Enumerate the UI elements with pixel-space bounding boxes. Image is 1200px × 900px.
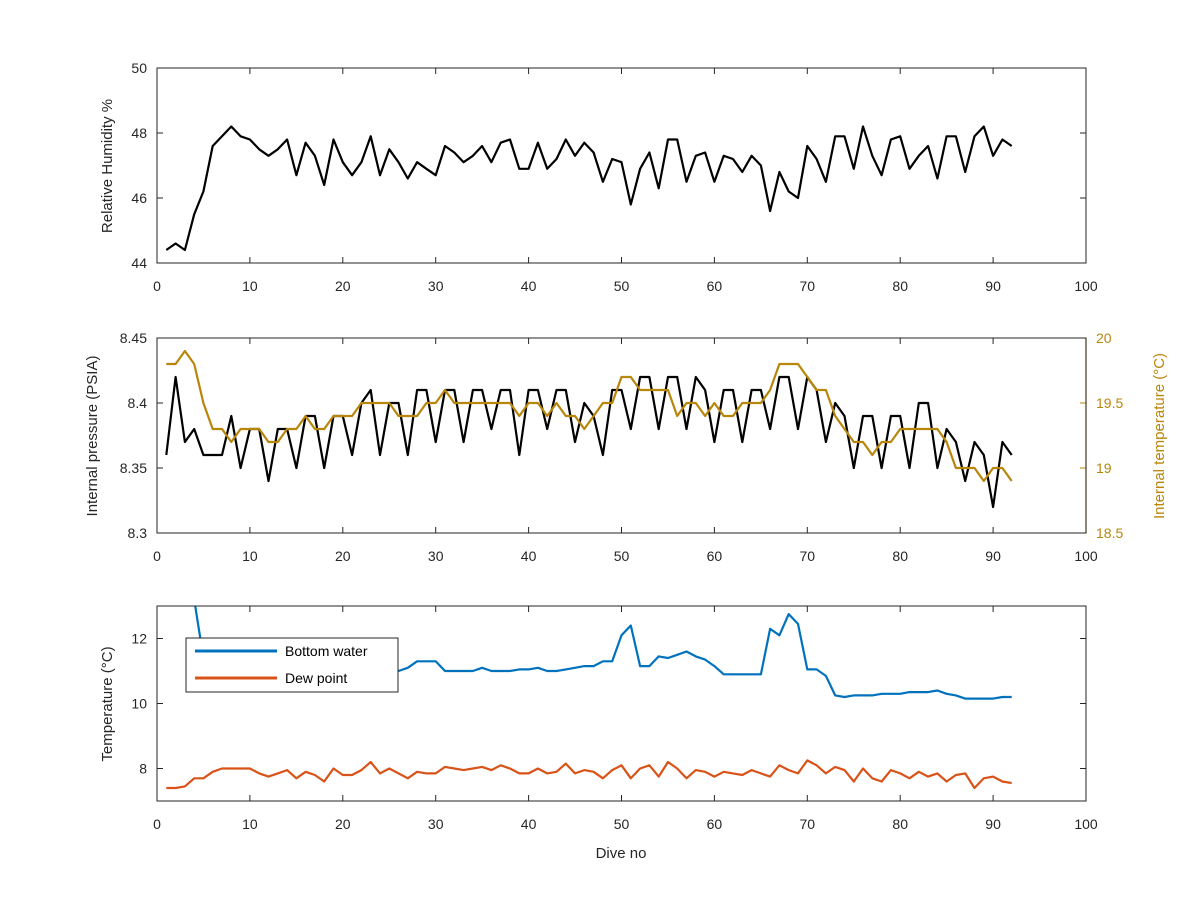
x-tick-label: 0 — [153, 816, 161, 832]
humidity-panel: 0 10 20 30 40 50 60 70 80 90 100 44 46 48 50 Relative … — [99, 60, 1098, 294]
x-tick-label: 80 — [892, 548, 908, 564]
x-tick-label: 10 — [242, 816, 258, 832]
x-tick-label: 80 — [892, 278, 908, 294]
temperature-axes-frame — [156, 605, 1087, 802]
legend-box — [185, 637, 399, 693]
x-tick-label: 60 — [707, 278, 723, 294]
y-tick-label: 10 — [131, 696, 147, 712]
y2-tick-label: 20 — [1096, 330, 1112, 346]
y-tick-label: 46 — [131, 190, 147, 206]
legend-label-bottom-water: Bottom water — [285, 643, 368, 659]
x-tick-label: 40 — [521, 548, 537, 564]
internal-temperature-line — [166, 349, 1013, 483]
x-tick-label: 30 — [428, 278, 444, 294]
x-tick-label: 90 — [985, 548, 1001, 564]
temperature-y-axis-label: Temperature (°C) — [99, 646, 116, 761]
temperature-y2-axis-label: Internal temperature (°C) — [1151, 353, 1168, 519]
x-tick-label: 50 — [614, 816, 630, 832]
x-axis-label: Dive no — [596, 845, 647, 862]
pressure-ticks: 0 10 20 30 40 50 60 70 80 90 100 8.3 8.35 8.4 8.45 18.5… — [120, 330, 1124, 564]
y-tick-label: 48 — [131, 125, 147, 141]
y-tick-label: 50 — [131, 60, 147, 76]
x-tick-label: 40 — [521, 816, 537, 832]
x-tick-label: 20 — [335, 816, 351, 832]
y-tick-label: 44 — [131, 255, 147, 271]
pressure-panel: 0 10 20 30 40 50 60 70 80 90 100 8.3 8.35 8.4 8.45 18.5… — [84, 330, 1168, 564]
dew-point-line — [166, 759, 1012, 790]
x-tick-label: 90 — [985, 278, 1001, 294]
x-tick-label: 50 — [614, 278, 630, 294]
x-tick-label: 80 — [892, 816, 908, 832]
x-tick-label: 60 — [707, 816, 723, 832]
x-tick-label: 90 — [985, 816, 1001, 832]
humidity-axes-frame — [156, 67, 1087, 264]
temperature-panel: 0 10 20 30 40 50 60 70 80 90 100 8 10 12 Temperature … — [99, 605, 1098, 862]
x-tick-label: 20 — [335, 278, 351, 294]
humidity-y-axis-label: Relative Humidity % — [99, 99, 116, 233]
y-tick-label: 8.3 — [128, 525, 148, 541]
y-tick-label: 8.4 — [128, 395, 148, 411]
x-tick-label: 100 — [1074, 816, 1098, 832]
humidity-ticks: 0 10 20 30 40 50 60 70 80 90 100 44 46 48 50 — [131, 60, 1097, 294]
internal-pressure-line — [165, 375, 1013, 509]
x-tick-label: 50 — [614, 548, 630, 564]
x-tick-label: 70 — [800, 816, 816, 832]
x-tick-label: 0 — [153, 278, 161, 294]
x-tick-label: 20 — [335, 548, 351, 564]
temperature-ticks: 0 10 20 30 40 50 60 70 80 90 100 8 10 12 — [131, 606, 1098, 832]
pressure-y-axis-label: Internal pressure (PSIA) — [84, 356, 101, 517]
pressure-axes-frame — [156, 337, 1087, 534]
x-tick-label: 10 — [242, 548, 258, 564]
x-tick-label: 100 — [1074, 278, 1098, 294]
x-tick-label: 30 — [428, 816, 444, 832]
y-tick-label: 8.45 — [120, 330, 147, 346]
humidity-line — [165, 125, 1013, 252]
y2-tick-label: 19.5 — [1096, 395, 1123, 411]
x-tick-label: 0 — [153, 548, 161, 564]
y2-tick-label: 18.5 — [1096, 525, 1123, 541]
legend-label-dew-point: Dew point — [285, 670, 347, 686]
x-tick-label: 10 — [242, 278, 258, 294]
y-tick-label: 12 — [131, 631, 147, 647]
y2-tick-label: 19 — [1096, 460, 1112, 476]
pressure-lines — [165, 349, 1013, 509]
x-tick-label: 60 — [707, 548, 723, 564]
y-tick-label: 8.35 — [120, 460, 147, 476]
legend: Bottom water Dew point — [185, 637, 399, 693]
x-tick-label: 100 — [1074, 548, 1098, 564]
x-tick-label: 40 — [521, 278, 537, 294]
x-tick-label: 30 — [428, 548, 444, 564]
humidity-lines — [165, 125, 1013, 252]
y-tick-label: 8 — [139, 761, 147, 777]
x-tick-label: 70 — [800, 548, 816, 564]
x-tick-label: 70 — [800, 278, 816, 294]
